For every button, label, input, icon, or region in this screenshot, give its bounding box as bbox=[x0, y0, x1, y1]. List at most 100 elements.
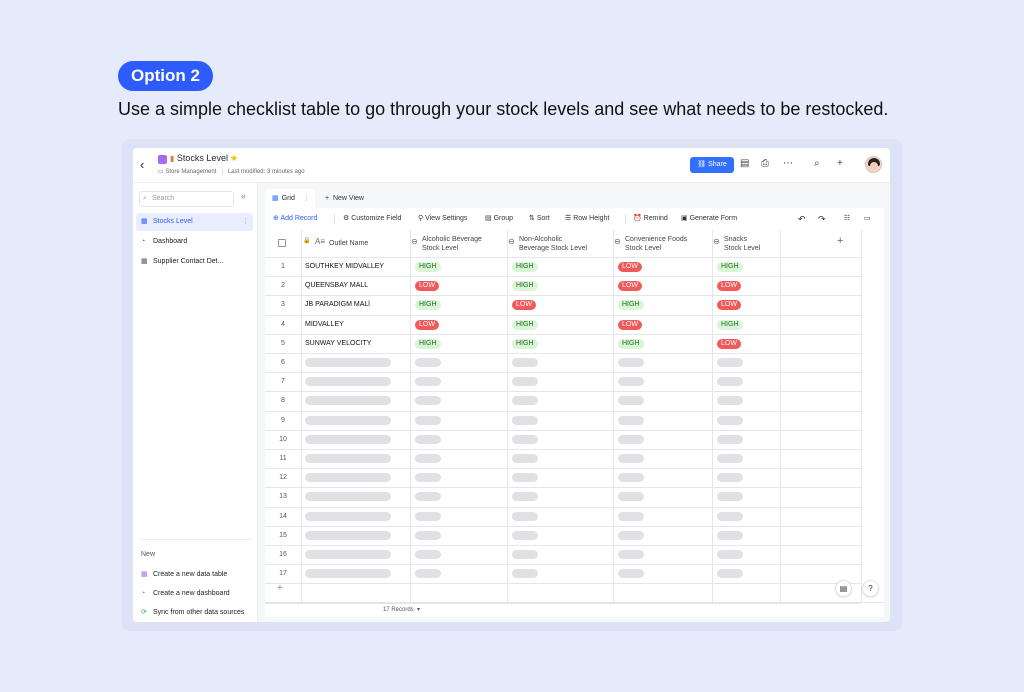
star-icon[interactable]: ★ bbox=[229, 153, 239, 163]
column-header-non-alcoholic[interactable]: ⊖ Non-Alcoholic Beverage Stock Level bbox=[508, 230, 613, 257]
sidebar-item-dashboard[interactable]: ◔ Dashboard bbox=[136, 233, 253, 251]
add-column-icon[interactable]: + bbox=[837, 235, 844, 247]
customize-field-button[interactable]: ⚙ Customize Field bbox=[343, 215, 402, 222]
outlet-name-cell[interactable]: JB PARADIGM MALl bbox=[305, 301, 370, 309]
plus-icon[interactable]: + bbox=[837, 158, 843, 169]
sort-label: Sort bbox=[536, 215, 550, 222]
column-header-snacks[interactable]: ⊖ Snacks Stock Level bbox=[713, 230, 779, 257]
stock-level-tag[interactable]: HIGH bbox=[618, 338, 644, 349]
stock-level-tag[interactable]: LOW bbox=[415, 281, 439, 292]
create-data-table-item[interactable]: ▦ Create a new data table bbox=[136, 566, 253, 584]
row-number: 2 bbox=[281, 282, 285, 290]
single-select-icon: ⊖ bbox=[713, 237, 720, 246]
remind-label: Remind bbox=[643, 215, 668, 222]
help-icon[interactable]: ? bbox=[862, 580, 879, 597]
back-chevron-icon[interactable]: ‹ bbox=[140, 157, 145, 172]
column-label-line2: Stock Level bbox=[422, 245, 459, 252]
stock-level-tag[interactable]: HIGH bbox=[415, 338, 441, 349]
stock-level-tag[interactable]: HIGH bbox=[717, 319, 743, 330]
table-icon: ▦ bbox=[141, 218, 148, 225]
stock-level-tag[interactable]: HIGH bbox=[512, 281, 538, 292]
sort-button[interactable]: ⇅ Sort bbox=[529, 215, 550, 222]
print-icon[interactable]: ⎙ bbox=[761, 158, 769, 169]
doc-icon[interactable]: ▤ bbox=[740, 158, 750, 169]
stock-level-tag[interactable]: LOW bbox=[618, 281, 642, 292]
table-icon: ▦ bbox=[141, 571, 148, 578]
share-label: Share bbox=[708, 161, 727, 168]
stock-level-tag[interactable]: LOW bbox=[717, 300, 741, 311]
single-select-icon: ⊖ bbox=[508, 237, 515, 246]
empty-cell-placeholder bbox=[415, 511, 441, 521]
empty-cell-placeholder bbox=[618, 377, 644, 387]
empty-cell-placeholder bbox=[305, 569, 391, 579]
data-grid: 🔒 A≡ Outlet Name ⊖ Alcoholic Beverage St… bbox=[265, 230, 884, 617]
more-icon[interactable]: ⋯ bbox=[783, 158, 793, 169]
search-input[interactable]: ⌕ Search bbox=[139, 191, 234, 207]
generate-form-button[interactable]: ▣ Generate Form bbox=[681, 215, 738, 222]
create-dashboard-item[interactable]: ◔ Create a new dashboard bbox=[136, 585, 253, 603]
sync-data-sources-item[interactable]: ⟳ Sync from other data sources bbox=[136, 604, 253, 622]
sidebar-item-stocks-level[interactable]: ▦ Stocks Level ⋮ bbox=[136, 213, 253, 231]
column-divider bbox=[613, 230, 614, 603]
empty-cell-placeholder bbox=[415, 492, 441, 502]
share-button[interactable]: ⛓ Share bbox=[690, 157, 734, 173]
stock-level-tag[interactable]: HIGH bbox=[618, 300, 644, 311]
select-all-checkbox[interactable] bbox=[278, 239, 286, 247]
outlet-name-cell[interactable]: MIDVALLEY bbox=[305, 320, 344, 328]
row-number: 12 bbox=[279, 474, 287, 482]
sidebar-item-label: Stocks Level bbox=[153, 218, 193, 225]
notes-icon[interactable]: ▤ bbox=[835, 580, 852, 597]
column-header-convenience-foods[interactable]: ⊖ Convenience Foods Stock Level bbox=[614, 230, 712, 257]
row-height-button[interactable]: ☰ Row Height bbox=[565, 215, 610, 222]
stock-level-tag[interactable]: HIGH bbox=[512, 338, 538, 349]
empty-cell-placeholder bbox=[305, 415, 391, 425]
sidebar-item-supplier-contact[interactable]: ▦ Supplier Contact Det... bbox=[136, 253, 253, 271]
tab-grid[interactable]: ▦ Grid ⋮ bbox=[265, 189, 315, 208]
row-divider bbox=[265, 391, 861, 393]
more-vertical-icon[interactable]: ⋮ bbox=[242, 218, 249, 225]
column-divider bbox=[861, 230, 862, 603]
avatar[interactable] bbox=[865, 156, 882, 173]
row-divider bbox=[265, 429, 861, 431]
more-vertical-icon[interactable]: ⋮ bbox=[302, 195, 310, 202]
outlet-name-cell[interactable]: QUEENSBAY MALL bbox=[305, 282, 369, 290]
outlet-name-cell[interactable]: SOUTHKEY MIDVALLEY bbox=[305, 263, 385, 270]
redo-icon[interactable]: ↷ bbox=[818, 214, 826, 224]
group-button[interactable]: ▤ Group bbox=[485, 215, 514, 222]
view-settings-button[interactable]: ⚲ View Settings bbox=[418, 215, 468, 222]
empty-cell-placeholder bbox=[717, 492, 743, 502]
search-icon[interactable]: ⌕ bbox=[814, 158, 820, 169]
add-record-button[interactable]: ⊕ Add Record bbox=[273, 215, 318, 222]
column-header-outlet-name[interactable]: 🔒 A≡ Outlet Name bbox=[303, 230, 403, 257]
new-view-button[interactable]: + New View bbox=[325, 195, 364, 202]
stock-level-tag[interactable]: HIGH bbox=[512, 319, 538, 330]
empty-cell-placeholder bbox=[618, 454, 644, 463]
stock-level-tag[interactable]: LOW bbox=[512, 300, 536, 311]
stock-level-tag[interactable]: LOW bbox=[618, 319, 642, 330]
remind-button[interactable]: ⏰ Remind bbox=[633, 215, 668, 222]
empty-cell-placeholder bbox=[415, 415, 441, 425]
last-modified: Last modified: 3 minutes ago bbox=[227, 169, 305, 175]
chevron-down-icon[interactable]: ▾ bbox=[417, 607, 421, 613]
stock-level-tag[interactable]: HIGH bbox=[415, 300, 441, 311]
add-row-icon[interactable]: + bbox=[277, 583, 283, 594]
comment-icon[interactable]: ▭ bbox=[864, 215, 871, 222]
collapse-icon[interactable]: « bbox=[241, 191, 247, 201]
undo-icon[interactable]: ↶ bbox=[798, 214, 806, 224]
filter-list-icon[interactable]: ☷ bbox=[844, 215, 851, 222]
stock-level-tag[interactable]: HIGH bbox=[717, 262, 743, 272]
stock-level-tag[interactable]: LOW bbox=[717, 281, 741, 292]
column-header-alcoholic[interactable]: ⊖ Alcoholic Beverage Stock Level bbox=[411, 230, 506, 257]
stock-level-tag[interactable]: LOW bbox=[415, 319, 439, 330]
stock-level-tag[interactable]: LOW bbox=[618, 262, 642, 272]
stock-level-tag[interactable]: HIGH bbox=[512, 262, 538, 272]
empty-cell-placeholder bbox=[512, 358, 538, 367]
column-label: Snacks bbox=[724, 236, 747, 243]
sync-icon: ⟳ bbox=[141, 609, 147, 616]
stock-level-tag[interactable]: LOW bbox=[717, 338, 741, 349]
stock-level-tag[interactable]: HIGH bbox=[415, 262, 441, 272]
outlet-name-cell[interactable]: SUNWAY VELOCITY bbox=[305, 339, 372, 347]
breadcrumb-text[interactable]: Store Management bbox=[165, 169, 217, 175]
empty-cell-placeholder bbox=[717, 415, 743, 425]
empty-cell-placeholder bbox=[415, 569, 441, 579]
